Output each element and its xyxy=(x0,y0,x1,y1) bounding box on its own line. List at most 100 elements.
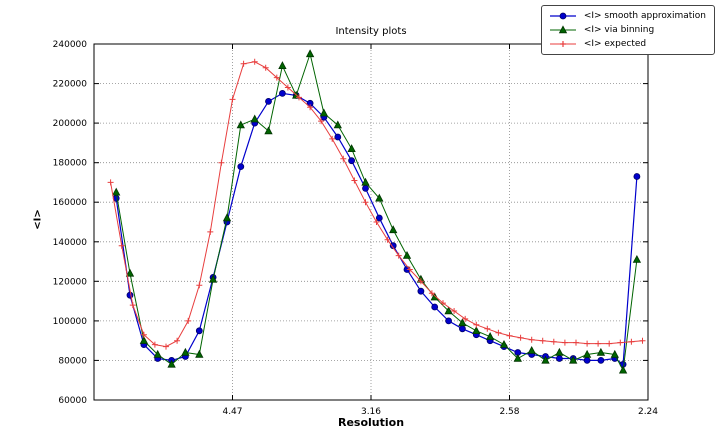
data-point-plus xyxy=(462,315,469,322)
data-point-plus xyxy=(561,339,568,346)
data-point-triangle xyxy=(485,332,495,340)
x-tick-label: 4.47 xyxy=(222,407,242,417)
data-point-circle xyxy=(445,317,453,325)
data-point-triangle xyxy=(375,193,384,202)
data-point-plus xyxy=(440,300,446,307)
legend-label: <I> smooth approximation xyxy=(583,11,706,21)
data-point-circle xyxy=(431,303,439,311)
data-point-plus xyxy=(362,199,369,206)
data-point-plus xyxy=(373,219,380,225)
data-point-plus xyxy=(329,135,336,142)
x-tick-label: 3.16 xyxy=(361,407,381,417)
data-point-plus xyxy=(495,329,502,336)
data-point-plus xyxy=(628,338,635,345)
data-point-triangle xyxy=(250,114,259,123)
legend-triangle-marker-icon xyxy=(549,25,576,34)
y-tick-label: 240000 xyxy=(53,40,88,50)
data-point-triangle xyxy=(319,108,329,117)
x-axis-label: Resolution xyxy=(337,416,405,429)
data-point-triangle xyxy=(389,225,398,234)
data-point-plus xyxy=(606,340,613,347)
data-point-plus xyxy=(151,341,158,348)
data-point-triangle xyxy=(458,318,467,327)
data-point-plus xyxy=(484,325,491,332)
data-point-plus xyxy=(129,302,136,309)
data-point-plus xyxy=(218,159,225,166)
data-point-triangle xyxy=(139,336,149,344)
data-point-triangle xyxy=(333,120,342,129)
data-point-plus xyxy=(240,60,247,67)
plot-frame xyxy=(93,43,649,401)
data-point-circle xyxy=(375,214,383,222)
data-point-plus xyxy=(550,338,557,345)
data-point-triangle xyxy=(632,254,642,263)
data-point-plus xyxy=(207,228,214,235)
data-point-circle xyxy=(633,173,641,180)
data-point-triangle xyxy=(596,347,606,356)
data-point-plus xyxy=(384,236,391,243)
data-point-triangle xyxy=(264,126,273,135)
data-point-plus xyxy=(573,339,579,346)
data-point-plus xyxy=(107,179,114,186)
data-point-plus xyxy=(617,339,624,346)
data-point-circle xyxy=(417,287,425,295)
data-point-triangle xyxy=(610,349,619,358)
data-point-triangle xyxy=(361,177,370,186)
data-point-triangle xyxy=(527,345,536,354)
data-point-plus xyxy=(296,94,302,101)
data-point-plus xyxy=(428,290,435,297)
data-point-circle xyxy=(265,98,272,105)
data-point-plus xyxy=(584,340,591,347)
legend-plus-marker-icon xyxy=(549,41,576,47)
data-point-plus xyxy=(140,331,147,338)
data-point-plus xyxy=(473,321,480,328)
data-point-circle xyxy=(597,356,605,364)
data-point-triangle xyxy=(499,339,509,348)
data-point-plus xyxy=(118,242,125,249)
data-point-plus xyxy=(351,177,358,184)
data-point-triangle xyxy=(541,355,550,364)
data-point-triangle xyxy=(555,347,564,356)
data-point-circle xyxy=(334,133,342,141)
data-point-plus xyxy=(595,340,602,347)
data-point-plus xyxy=(196,282,203,289)
legend-item-smooth: <I> smooth approximation xyxy=(548,10,706,22)
data-point-plus xyxy=(318,118,325,125)
data-point-triangle xyxy=(569,355,578,364)
series-line-expected xyxy=(110,61,643,348)
data-point-triangle xyxy=(181,347,190,356)
data-point-triangle xyxy=(618,365,628,374)
data-point-plus xyxy=(517,334,524,341)
legend-item-binning: <I> via binning xyxy=(548,24,706,36)
data-point-triangle xyxy=(208,274,218,283)
data-point-triangle xyxy=(112,187,121,196)
data-point-circle xyxy=(237,163,245,171)
data-point-plus xyxy=(528,336,535,343)
y-axis-label: <I> xyxy=(32,209,44,230)
data-point-plus xyxy=(506,332,513,339)
data-point-circle xyxy=(195,327,203,335)
legend: <I> smooth approximation <I> via binning… xyxy=(540,5,715,55)
legend-label: <I> via binning xyxy=(583,25,655,35)
data-point-plus xyxy=(262,64,269,71)
data-point-triangle xyxy=(222,213,232,222)
data-point-plus xyxy=(284,84,291,91)
data-point-triangle xyxy=(195,349,204,358)
data-point-plus xyxy=(451,308,458,314)
y-tick-label: 140000 xyxy=(53,238,88,248)
data-point-plus xyxy=(229,96,236,103)
data-point-plus xyxy=(185,317,192,324)
x-tick-label: 2.58 xyxy=(499,407,519,417)
y-tick-label: 180000 xyxy=(53,159,88,169)
data-point-circle xyxy=(348,157,356,165)
data-point-plus xyxy=(174,337,181,344)
data-point-plus xyxy=(639,337,646,344)
y-tick-label: 80000 xyxy=(58,356,87,366)
data-point-triangle xyxy=(347,144,356,153)
data-point-triangle xyxy=(513,353,522,362)
y-tick-label: 200000 xyxy=(53,119,88,129)
series-line-smooth xyxy=(115,92,638,366)
data-point-circle xyxy=(583,356,591,364)
legend-circle-marker-icon xyxy=(549,12,576,20)
